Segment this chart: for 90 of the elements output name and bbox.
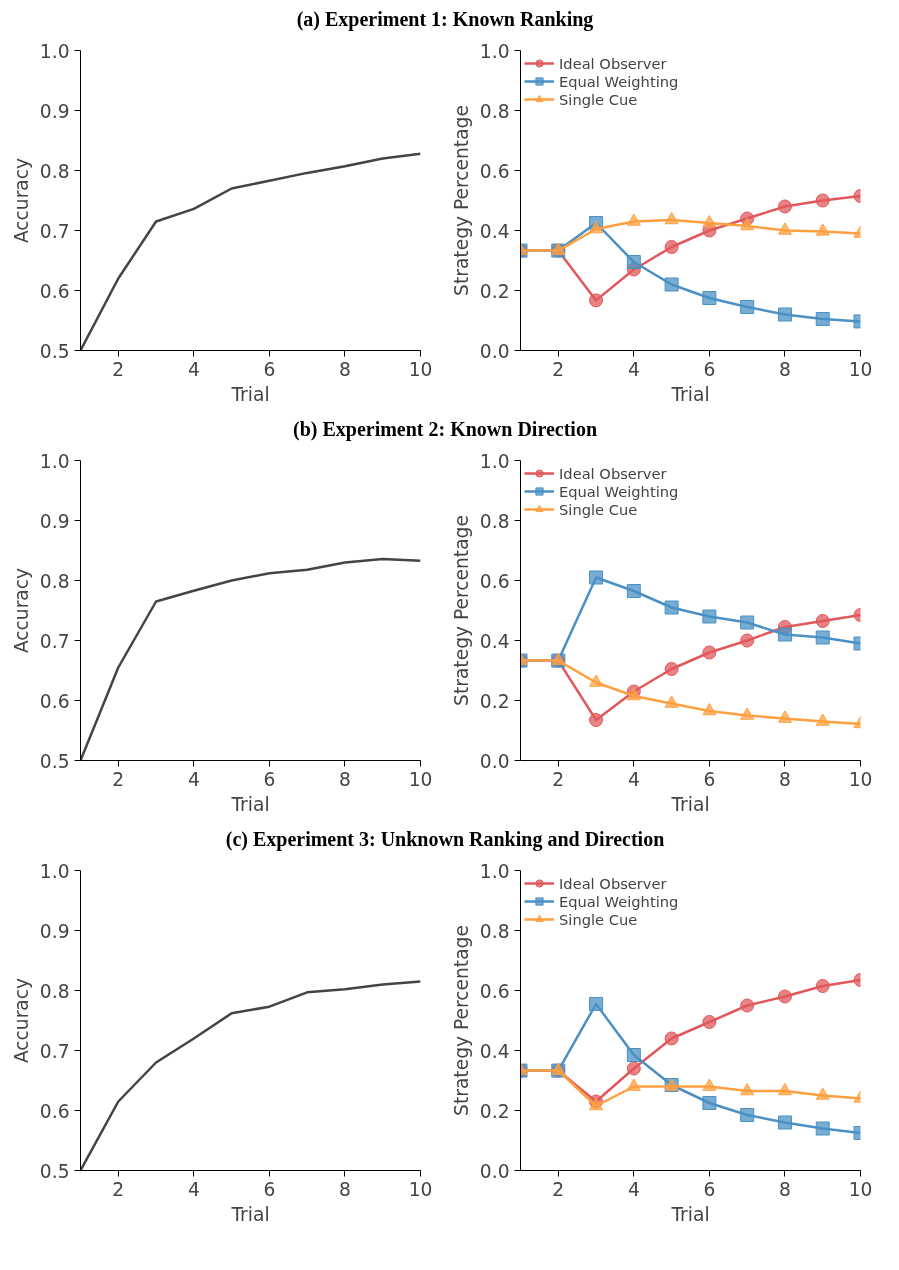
y-axis-title: Accuracy (10, 157, 32, 244)
x-tick-label: 8 (779, 358, 791, 380)
x-axis-title: Trial (670, 383, 710, 405)
y-tick-label: 0.4 (479, 1040, 510, 1062)
y-tick-label: 0.6 (39, 690, 70, 712)
y-tick-label: 0.2 (479, 280, 510, 302)
y-axis-title: Accuracy (10, 977, 32, 1064)
x-tick-label: 2 (112, 768, 125, 790)
y-tick-label: 0.7 (39, 220, 70, 242)
x-tick-label: 8 (339, 768, 351, 790)
x-tick-label: 2 (552, 358, 565, 380)
y-tick-label: 1.0 (479, 450, 510, 472)
x-tick-label: 2 (112, 358, 125, 380)
x-tick-label: 8 (339, 1178, 351, 1200)
legend-label: Equal Weighting (559, 72, 679, 90)
x-tick-label: 10 (408, 1178, 433, 1200)
x-tick-label: 6 (703, 768, 716, 790)
x-tick-label: 4 (187, 768, 200, 790)
legend-label: Single Cue (559, 500, 638, 518)
x-tick-label: 8 (779, 768, 791, 790)
y-axis-title: Strategy Percentage (450, 105, 472, 296)
x-tick-label: 10 (848, 1178, 873, 1200)
chart-title: (c) Experiment 3: Unknown Ranking and Direction (225, 827, 665, 853)
y-tick-label: 0.6 (39, 280, 70, 302)
legend-label: Single Cue (559, 90, 638, 108)
y-tick-label: 0.0 (479, 750, 510, 772)
y-tick-label: 0.8 (479, 510, 510, 532)
y-tick-label: 0.7 (39, 1040, 70, 1062)
y-axis-title: Strategy Percentage (450, 925, 472, 1116)
x-tick-label: 8 (779, 1178, 791, 1200)
y-tick-label: 0.6 (479, 160, 510, 182)
legend-label: Equal Weighting (559, 482, 679, 500)
y-tick-label: 1.0 (39, 40, 70, 62)
x-tick-label: 6 (703, 358, 716, 380)
y-axis-title: Accuracy (10, 567, 32, 654)
y-tick-label: 0.0 (479, 1160, 510, 1182)
x-tick-label: 10 (408, 358, 433, 380)
y-tick-label: 1.0 (479, 860, 510, 882)
x-axis-title: Trial (230, 793, 270, 815)
y-tick-label: 0.2 (479, 1100, 510, 1122)
y-tick-label: 0.8 (479, 100, 510, 122)
y-tick-label: 0.9 (39, 920, 70, 942)
y-tick-label: 0.6 (39, 1100, 70, 1122)
y-tick-label: 0.6 (479, 570, 510, 592)
x-tick-label: 10 (408, 768, 433, 790)
x-tick-label: 6 (263, 358, 276, 380)
legend-label: Ideal Observer (559, 464, 667, 482)
x-tick-label: 10 (848, 358, 873, 380)
y-tick-label: 0.5 (39, 340, 70, 362)
x-tick-label: 6 (703, 1178, 716, 1200)
y-tick-label: 0.5 (39, 750, 70, 772)
x-tick-label: 8 (339, 358, 351, 380)
legend-label: Ideal Observer (559, 874, 667, 892)
y-tick-label: 0.7 (39, 630, 70, 652)
legend-label: Equal Weighting (559, 892, 679, 910)
x-axis-title: Trial (230, 1203, 270, 1225)
x-tick-label: 4 (627, 358, 640, 380)
y-tick-label: 0.6 (479, 980, 510, 1002)
legend-label: Single Cue (559, 910, 638, 928)
x-tick-label: 6 (263, 768, 276, 790)
y-tick-label: 1.0 (479, 40, 510, 62)
x-axis-title: Trial (670, 1203, 710, 1225)
x-tick-label: 2 (112, 1178, 125, 1200)
y-tick-label: 0.4 (479, 630, 510, 652)
x-tick-label: 10 (848, 768, 873, 790)
x-tick-label: 2 (552, 768, 565, 790)
y-tick-label: 0.8 (39, 570, 70, 592)
y-tick-label: 0.8 (39, 160, 70, 182)
y-tick-label: 0.4 (479, 220, 510, 242)
y-tick-label: 0.8 (39, 980, 70, 1002)
y-tick-label: 0.8 (479, 920, 510, 942)
y-axis-title: Strategy Percentage (450, 515, 472, 706)
x-tick-label: 4 (187, 1178, 200, 1200)
y-tick-label: 1.0 (39, 450, 70, 472)
x-tick-label: 6 (263, 1178, 276, 1200)
y-tick-label: 0.2 (479, 690, 510, 712)
x-tick-label: 4 (627, 768, 640, 790)
y-tick-label: 0.0 (479, 340, 510, 362)
x-tick-label: 4 (627, 1178, 640, 1200)
chart-title: (b) Experiment 2: Known Direction (292, 417, 598, 443)
x-axis-title: Trial (230, 383, 270, 405)
chart-title: (a) Experiment 1: Known Ranking (296, 7, 594, 33)
y-tick-label: 0.9 (39, 100, 70, 122)
y-tick-label: 0.5 (39, 1160, 70, 1182)
x-tick-label: 2 (552, 1178, 565, 1200)
x-axis-title: Trial (670, 793, 710, 815)
legend-label: Ideal Observer (559, 54, 667, 72)
x-tick-label: 4 (187, 358, 200, 380)
y-tick-label: 0.9 (39, 510, 70, 532)
y-tick-label: 1.0 (39, 860, 70, 882)
